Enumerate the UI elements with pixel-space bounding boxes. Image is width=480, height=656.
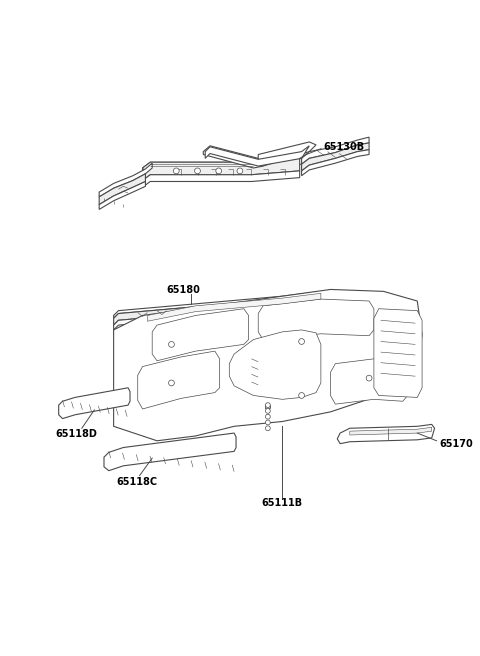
- Polygon shape: [114, 295, 326, 325]
- Polygon shape: [301, 150, 369, 176]
- Polygon shape: [99, 174, 145, 205]
- Polygon shape: [114, 291, 326, 318]
- Text: 65170: 65170: [439, 439, 473, 449]
- Polygon shape: [331, 359, 408, 404]
- Circle shape: [216, 168, 222, 174]
- Circle shape: [265, 405, 270, 409]
- Polygon shape: [99, 163, 152, 197]
- Circle shape: [366, 375, 372, 381]
- Circle shape: [265, 409, 270, 413]
- Circle shape: [168, 380, 174, 386]
- Text: 65130B: 65130B: [324, 142, 365, 152]
- Circle shape: [265, 405, 270, 409]
- Polygon shape: [104, 433, 236, 470]
- Circle shape: [265, 405, 270, 409]
- Circle shape: [265, 405, 270, 409]
- Polygon shape: [258, 299, 374, 340]
- Polygon shape: [374, 309, 422, 398]
- Polygon shape: [99, 182, 145, 209]
- Polygon shape: [205, 146, 309, 166]
- Polygon shape: [229, 330, 321, 400]
- Circle shape: [194, 168, 200, 174]
- Polygon shape: [143, 158, 300, 180]
- Polygon shape: [301, 137, 369, 164]
- Polygon shape: [59, 388, 130, 419]
- Polygon shape: [143, 168, 145, 187]
- Polygon shape: [147, 293, 321, 321]
- Circle shape: [265, 420, 270, 425]
- Polygon shape: [143, 155, 331, 174]
- Text: 65118C: 65118C: [117, 477, 157, 487]
- Polygon shape: [350, 427, 432, 435]
- Circle shape: [173, 168, 179, 174]
- Polygon shape: [203, 146, 263, 168]
- Circle shape: [237, 168, 243, 174]
- Polygon shape: [337, 424, 434, 443]
- Polygon shape: [114, 301, 326, 330]
- Circle shape: [265, 415, 270, 419]
- Text: 65180: 65180: [167, 285, 201, 295]
- Text: 65111B: 65111B: [261, 499, 302, 508]
- Text: 65118D: 65118D: [56, 429, 97, 439]
- Circle shape: [168, 342, 174, 347]
- Circle shape: [299, 338, 304, 344]
- Polygon shape: [143, 171, 300, 187]
- Polygon shape: [138, 351, 220, 409]
- Circle shape: [265, 403, 270, 407]
- Polygon shape: [114, 289, 422, 441]
- Circle shape: [299, 392, 304, 398]
- Circle shape: [265, 426, 270, 430]
- Polygon shape: [301, 143, 369, 171]
- Polygon shape: [258, 142, 316, 166]
- Polygon shape: [152, 309, 249, 361]
- Circle shape: [265, 405, 270, 409]
